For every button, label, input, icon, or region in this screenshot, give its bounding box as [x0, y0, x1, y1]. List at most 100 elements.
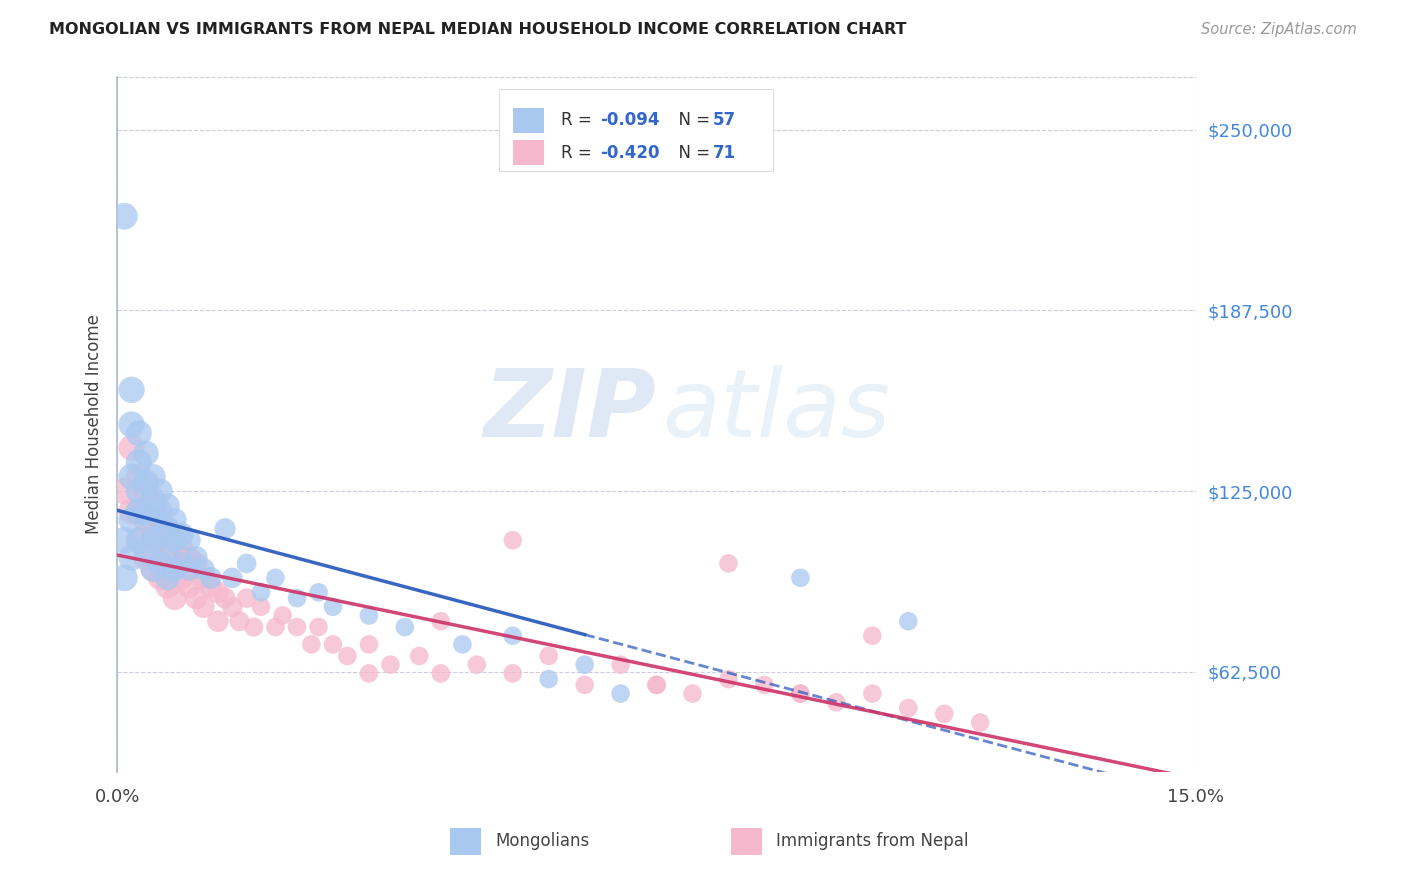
Point — [394, 620, 416, 634]
Point — [357, 637, 380, 651]
Point — [502, 629, 524, 643]
Point — [717, 672, 740, 686]
Point — [299, 637, 322, 651]
Point — [336, 648, 359, 663]
Point — [537, 672, 560, 686]
Point — [285, 591, 308, 606]
Point — [235, 557, 257, 571]
Point — [214, 522, 236, 536]
Point — [754, 678, 776, 692]
Point — [717, 557, 740, 571]
Point — [135, 504, 157, 518]
Point — [221, 571, 243, 585]
Point — [430, 666, 453, 681]
Point — [357, 666, 380, 681]
Point — [934, 706, 956, 721]
Point — [142, 562, 165, 576]
Point — [121, 417, 143, 432]
Point — [142, 562, 165, 576]
Point — [179, 550, 201, 565]
Text: ZIP: ZIP — [484, 365, 657, 457]
Point — [207, 614, 229, 628]
Point — [156, 522, 179, 536]
Point — [156, 550, 179, 565]
Point — [682, 687, 704, 701]
Point — [235, 591, 257, 606]
Point — [121, 383, 143, 397]
Point — [163, 513, 186, 527]
Point — [142, 513, 165, 527]
Point — [179, 580, 201, 594]
Text: Immigrants from Nepal: Immigrants from Nepal — [776, 832, 969, 850]
Point — [156, 522, 179, 536]
Point — [149, 527, 172, 541]
Point — [451, 637, 474, 651]
Point — [128, 504, 150, 518]
Point — [789, 687, 811, 701]
Point — [135, 513, 157, 527]
Point — [969, 715, 991, 730]
Point — [142, 469, 165, 483]
Point — [121, 469, 143, 483]
Point — [149, 533, 172, 548]
Point — [170, 541, 193, 556]
Text: N =: N = — [668, 144, 716, 161]
Point — [163, 591, 186, 606]
Text: Source: ZipAtlas.com: Source: ZipAtlas.com — [1201, 22, 1357, 37]
Point — [789, 687, 811, 701]
Point — [121, 550, 143, 565]
Point — [142, 492, 165, 507]
Point — [193, 571, 215, 585]
Y-axis label: Median Household Income: Median Household Income — [86, 315, 103, 534]
Point — [128, 426, 150, 441]
Point — [186, 557, 208, 571]
Point — [537, 648, 560, 663]
Point — [135, 484, 157, 499]
Point — [135, 475, 157, 490]
Point — [186, 591, 208, 606]
Point — [149, 557, 172, 571]
Point — [128, 533, 150, 548]
Point — [250, 599, 273, 614]
Point — [128, 469, 150, 483]
Point — [128, 533, 150, 548]
Point — [228, 614, 250, 628]
Point — [112, 209, 135, 223]
Point — [149, 513, 172, 527]
Point — [135, 541, 157, 556]
Point — [149, 504, 172, 518]
Point — [121, 441, 143, 455]
Point — [897, 614, 920, 628]
Point — [128, 484, 150, 499]
Point — [163, 562, 186, 576]
Point — [250, 585, 273, 599]
Text: R =: R = — [561, 144, 598, 161]
Point — [135, 550, 157, 565]
Point — [308, 585, 330, 599]
Point — [574, 678, 596, 692]
Point — [860, 687, 883, 701]
Point — [128, 455, 150, 469]
Point — [156, 571, 179, 585]
Point — [170, 571, 193, 585]
Point — [170, 527, 193, 541]
Point — [121, 504, 143, 518]
Point — [609, 687, 631, 701]
Point — [207, 585, 229, 599]
Point — [574, 657, 596, 672]
Text: -0.094: -0.094 — [600, 112, 659, 129]
Point — [163, 533, 186, 548]
Point — [408, 648, 430, 663]
Point — [200, 571, 222, 585]
Point — [430, 614, 453, 628]
Text: atlas: atlas — [662, 365, 890, 456]
Point — [465, 657, 488, 672]
Point — [156, 499, 179, 513]
Point — [149, 484, 172, 499]
Point — [163, 533, 186, 548]
Point — [645, 678, 668, 692]
Point — [285, 620, 308, 634]
Point — [308, 620, 330, 634]
Point — [825, 695, 848, 709]
Text: 57: 57 — [713, 112, 735, 129]
